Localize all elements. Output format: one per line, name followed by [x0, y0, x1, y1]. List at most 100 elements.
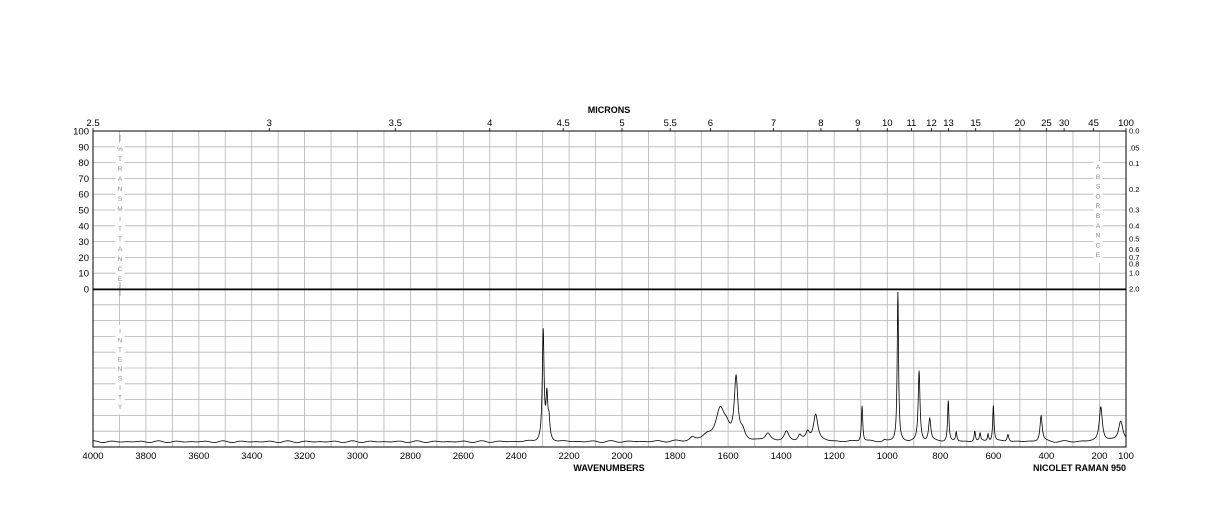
intensity-axis-label-char: T — [118, 347, 122, 354]
transmittance-tick-label: 10 — [78, 269, 89, 280]
instrument-label: NICOLET RAMAN 950 — [1033, 463, 1126, 473]
absorbance-axis-label-char: S — [1096, 184, 1101, 191]
intensity-axis-label-char: S — [118, 376, 123, 383]
x-tick-label: 600 — [985, 451, 1001, 462]
micron-tick-label: 5.5 — [664, 118, 677, 129]
transmittance-axis-label-char: A — [118, 246, 123, 253]
x-tick-label: 2800 — [400, 451, 421, 462]
x-tick-label: 1200 — [824, 451, 845, 462]
transmittance-tick-label: 50 — [78, 206, 89, 217]
micron-tick-label: 30 — [1059, 118, 1070, 129]
x-tick-label: 1000 — [877, 451, 898, 462]
x-tick-label: 3400 — [241, 451, 262, 462]
axis-labels: 4000 3800 3600 3400 3200 3000 2800 2600 2400 2200… — [73, 118, 1139, 462]
transmittance-tick-label: 90 — [78, 142, 89, 153]
absorbance-axis-label-char: B — [1096, 174, 1100, 181]
absorbance-tick-label: .05 — [1129, 144, 1139, 153]
absorbance-axis-label-char: C — [1096, 242, 1101, 249]
micron-tick-label: 12 — [926, 118, 937, 129]
micron-tick-label: 8 — [818, 118, 823, 129]
absorbance-axis-label-char: A — [1096, 164, 1101, 171]
intensity-axis-label-char: E — [118, 357, 123, 364]
absorbance-tick-label: 0.0 — [1129, 127, 1139, 136]
transmittance-axis-label-char: N — [118, 186, 123, 193]
micron-tick-label: 11 — [906, 118, 916, 129]
absorbance-axis-label-char: B — [1096, 213, 1100, 220]
transmittance-tick-label: 100 — [73, 127, 89, 138]
micron-tick-label: 3 — [267, 118, 272, 129]
x-tick-label: 1600 — [718, 451, 739, 462]
absorbance-axis-label-char: R — [1096, 203, 1101, 210]
transmittance-tick-label: 30 — [78, 237, 89, 248]
absorbance-axis-label-char: N — [1096, 233, 1101, 240]
absorbance-axis-label-char: E — [1096, 252, 1101, 259]
x-tick-label: 3600 — [188, 451, 209, 462]
absorbance-tick-label: 0.4 — [1129, 222, 1139, 231]
transmittance-tick-label: 80 — [78, 158, 89, 169]
x-tick-label: 3000 — [347, 451, 368, 462]
absorbance-tick-label: 1.0 — [1129, 269, 1139, 278]
micron-tick-label: 9 — [855, 118, 860, 129]
transmittance-axis-label-char: R — [118, 166, 123, 173]
x-tick-label: 800 — [932, 451, 948, 462]
micron-tick-label: 4.5 — [557, 118, 570, 129]
micron-tick-label: 15 — [970, 118, 981, 129]
absorbance-tick-label: 0.6 — [1129, 245, 1139, 254]
x-tick-label: 4000 — [82, 451, 103, 462]
x-tick-label: 2400 — [506, 451, 527, 462]
transmittance-tick-label: 70 — [78, 174, 89, 185]
x-tick-label: 1800 — [664, 451, 685, 462]
x-tick-label: 1400 — [771, 451, 792, 462]
intensity-axis-label-char: Y — [118, 404, 123, 411]
micron-tick-label: 10 — [882, 118, 893, 129]
series — [92, 291, 1127, 443]
transmittance-axis-label-char: I — [119, 216, 121, 223]
intensity-axis-label-char: N — [118, 366, 123, 373]
absorbance-tick-label: 0.3 — [1129, 205, 1139, 214]
micron-tick-label: 4 — [487, 118, 492, 129]
x-tick-label: 2000 — [611, 451, 632, 462]
intensity-axis-label-char: I — [119, 385, 121, 392]
x-tick-label: 3800 — [135, 451, 156, 462]
micron-tick-label: 2.5 — [86, 118, 99, 129]
micron-tick-label: 20 — [1015, 118, 1026, 129]
intensity-axis-label-char: N — [118, 338, 123, 345]
absorbance-tick-label: 2.0 — [1129, 285, 1139, 294]
transmittance-axis-label-char: M — [117, 206, 122, 213]
transmittance-axis-label-char: C — [118, 266, 123, 273]
transmittance-tick-label: 60 — [78, 190, 89, 201]
absorbance-tick-label: 0.8 — [1129, 259, 1139, 268]
x-tick-label: 200 — [1092, 451, 1108, 462]
transmittance-axis-label-char: N — [118, 256, 123, 263]
x-tick-label: 100 — [1118, 451, 1134, 462]
transmittance-axis-label-char: T — [118, 156, 122, 163]
micron-tick-label: 25 — [1041, 118, 1052, 129]
spectrum-line — [92, 291, 1127, 443]
transmittance-axis-label-char: E — [118, 276, 123, 283]
top-axis-title: MICRONS — [588, 105, 631, 115]
x-tick-label: 400 — [1038, 451, 1054, 462]
micron-tick-label: 3.5 — [389, 118, 402, 129]
intensity-axis-label-bg — [115, 325, 125, 415]
absorbance-tick-label: 0.5 — [1129, 235, 1139, 244]
micron-tick-label: 45 — [1088, 118, 1099, 129]
transmittance-tick-label: 0 — [84, 285, 89, 296]
transmittance-axis-label-char: T — [118, 236, 122, 243]
intensity-axis-label-char: I — [119, 328, 121, 335]
absorbance-axis-label-bg — [1093, 161, 1103, 263]
micron-tick-label: 13 — [943, 118, 954, 129]
transmittance-tick-label: 40 — [78, 221, 89, 232]
absorbance-axis-label-char: O — [1095, 193, 1100, 200]
x-tick-label: 2200 — [559, 451, 580, 462]
absorbance-tick-label: 0.2 — [1129, 185, 1139, 194]
x-axis-title: WAVENUMBERS — [573, 463, 644, 473]
x-tick-label: 2600 — [453, 451, 474, 462]
micron-tick-label: 100 — [1118, 118, 1134, 129]
micron-tick-label: 6 — [708, 118, 713, 129]
transmittance-axis-label-char: A — [118, 176, 123, 183]
absorbance-tick-label: 0.1 — [1129, 159, 1139, 168]
transmittance-axis-label-char: % — [117, 146, 123, 153]
x-tick-label: 3200 — [294, 451, 315, 462]
transmittance-tick-label: 20 — [78, 253, 89, 264]
